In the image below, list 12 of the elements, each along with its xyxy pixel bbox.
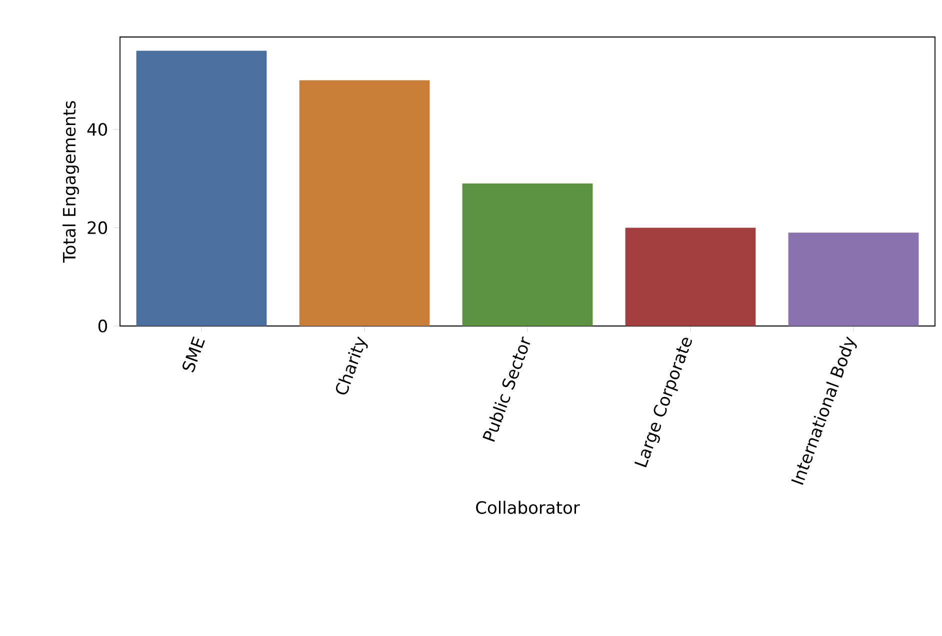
x-tick-label: Public Sector: [482, 336, 530, 442]
y-axis-title: Total Engagements: [62, 101, 79, 263]
bar: [788, 232, 919, 326]
y-tick-label: 40: [87, 122, 108, 136]
bar: [299, 80, 430, 326]
y-tick-label: 20: [88, 221, 108, 234]
bar: [136, 50, 267, 326]
x-axis-title: Collaborator: [476, 500, 580, 514]
bar: [625, 228, 756, 326]
bar: [462, 183, 593, 326]
x-tick-label: SME: [182, 336, 205, 372]
y-tick-label: 0: [98, 320, 108, 332]
